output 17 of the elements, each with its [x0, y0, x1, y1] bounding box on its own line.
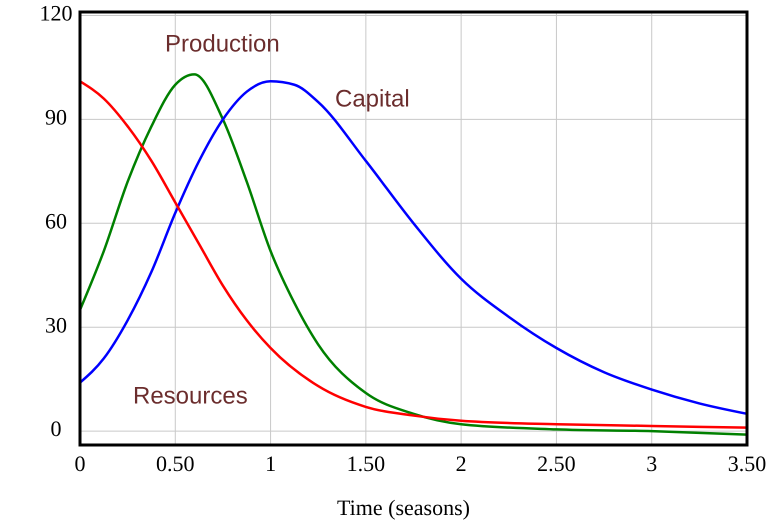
y-tick-label: 30	[45, 312, 67, 338]
x-tick-label: 3.50	[728, 451, 766, 476]
series-label: Resources	[133, 382, 248, 410]
y-tick-label: 60	[45, 208, 67, 234]
x-tick-label: 2	[456, 451, 467, 476]
x-axis-title: Time (seasons)	[336, 495, 470, 520]
x-tick-label: 1.50	[346, 451, 386, 476]
series-label: Production	[165, 30, 280, 58]
y-tick-label: 90	[45, 104, 67, 130]
y-tick-label: 120	[40, 0, 72, 26]
x-tick-label: 1	[265, 451, 276, 476]
x-tick-label: 0.50	[156, 451, 195, 476]
x-tick-label: 3	[646, 451, 658, 476]
x-tick-label: 2.50	[537, 451, 576, 476]
y-tick-label: 0	[50, 416, 62, 442]
series-label: Capital	[335, 85, 410, 112]
x-tick-label: 0	[74, 451, 86, 476]
